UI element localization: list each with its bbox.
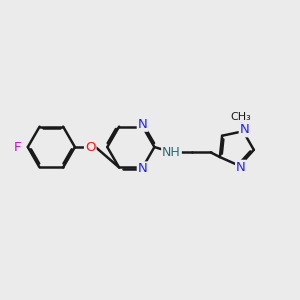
Text: N: N (240, 123, 250, 136)
Text: F: F (14, 141, 21, 154)
Text: N: N (138, 162, 148, 176)
Text: N: N (236, 161, 246, 174)
Text: O: O (85, 141, 95, 154)
Text: CH₃: CH₃ (230, 112, 251, 122)
Text: NH: NH (162, 146, 181, 159)
Text: N: N (138, 118, 148, 131)
